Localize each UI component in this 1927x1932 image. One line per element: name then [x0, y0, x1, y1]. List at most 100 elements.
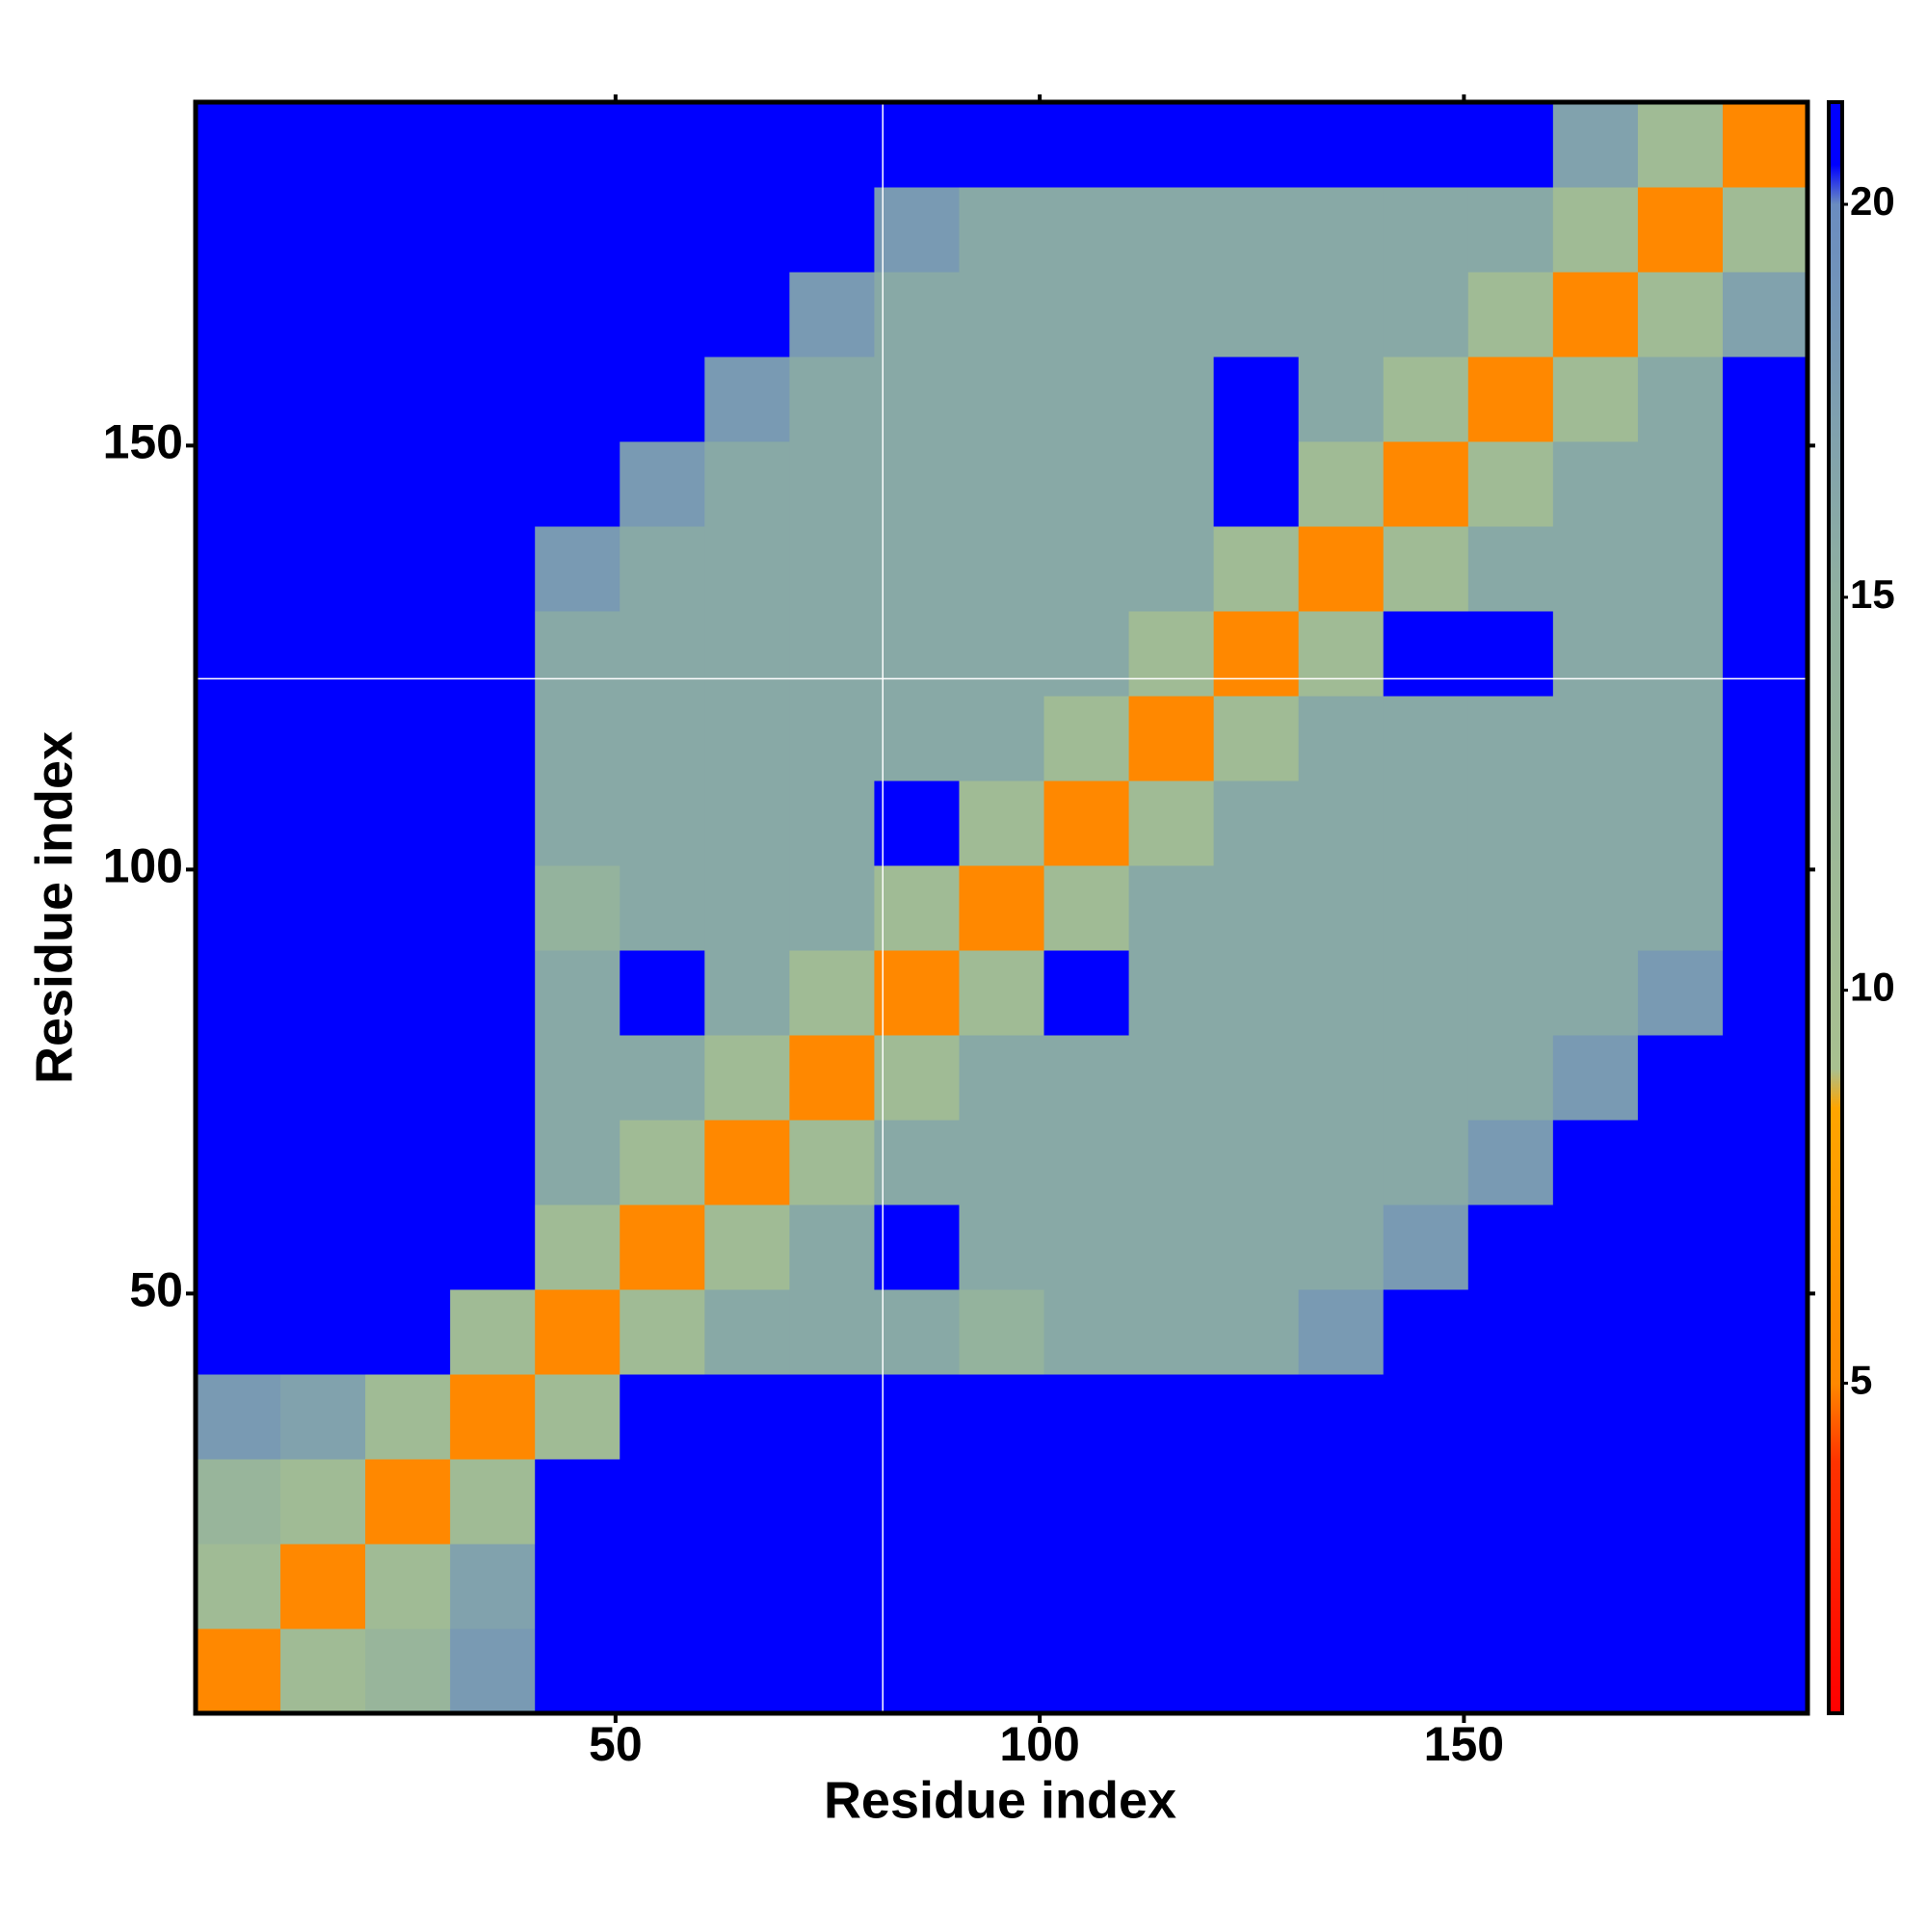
- heatmap-cell: [1298, 865, 1385, 951]
- heatmap-cell: [1722, 865, 1808, 951]
- heatmap-cell: [535, 781, 620, 866]
- heatmap-cell: [1383, 1459, 1469, 1545]
- heatmap-cell: [280, 1628, 366, 1714]
- heatmap-cell: [1213, 1374, 1300, 1460]
- heatmap-cell: [789, 696, 875, 781]
- heatmap-cell: [620, 187, 705, 273]
- heatmap-cell: [1552, 102, 1639, 188]
- heatmap-cell: [1128, 526, 1215, 612]
- heatmap-cell: [704, 441, 790, 527]
- heatmap-cell: [1043, 526, 1130, 612]
- heatmap-cell: [789, 1204, 875, 1290]
- x-tick-label: 100: [999, 1717, 1079, 1771]
- heatmap-cell: [1467, 696, 1554, 781]
- heatmap-cell: [1383, 526, 1469, 612]
- heatmap-cell: [1637, 1544, 1724, 1629]
- heatmap-cell: [1213, 357, 1300, 442]
- heatmap-cell: [1552, 611, 1639, 697]
- heatmap-cell: [1722, 1035, 1808, 1121]
- heatmap-cell: [1213, 102, 1300, 188]
- heatmap-cell: [535, 1204, 620, 1290]
- heatmap-cell: [704, 611, 790, 697]
- heatmap-cell: [620, 1120, 705, 1205]
- heatmap-cell: [365, 611, 451, 697]
- heatmap-cell: [1722, 1374, 1808, 1460]
- heatmap-cell: [620, 1204, 705, 1290]
- heatmap-cell: [1213, 781, 1300, 866]
- heatmap-cell: [1128, 1289, 1215, 1375]
- heatmap-cell: [1722, 526, 1808, 612]
- heatmap-cell: [1383, 611, 1469, 697]
- heatmap-cell: [1298, 1120, 1385, 1205]
- heatmap-cell: [196, 1035, 281, 1121]
- heatmap-cell: [365, 1289, 451, 1375]
- heatmap-cell: [1043, 1374, 1130, 1460]
- heatmap-cell: [535, 272, 620, 357]
- heatmap-cell: [874, 950, 960, 1036]
- heatmap-cell: [1043, 1035, 1130, 1121]
- heatmap-cell: [535, 1120, 620, 1205]
- heatmap-cell: [874, 1374, 960, 1460]
- heatmap-cell: [1298, 696, 1385, 781]
- heatmap-cell: [1467, 1459, 1554, 1545]
- heatmap-cell: [535, 526, 620, 612]
- heatmap-cell: [1043, 1120, 1130, 1205]
- heatmap-cell: [1383, 1628, 1469, 1714]
- heatmap-cell: [196, 1628, 281, 1714]
- heatmap-cell: [959, 1120, 1045, 1205]
- heatmap-cell: [1637, 1374, 1724, 1460]
- heatmap-cell: [1043, 272, 1130, 357]
- heatmap-cell: [620, 1289, 705, 1375]
- heatmap-cell: [1298, 1459, 1385, 1545]
- heatmap-cell: [450, 611, 536, 697]
- heatmap-cell: [1383, 1289, 1469, 1375]
- heatmap-cell: [1383, 1374, 1469, 1460]
- heatmap-cell: [1383, 950, 1469, 1036]
- heatmap-cell: [535, 1035, 620, 1121]
- heatmap-cell: [1637, 357, 1724, 442]
- heatmap-cell: [196, 1374, 281, 1460]
- heatmap-cell: [874, 865, 960, 951]
- heatmap-cell: [535, 611, 620, 697]
- heatmap-cell: [1128, 1204, 1215, 1290]
- heatmap-cell: [450, 950, 536, 1036]
- heatmap-cell: [1213, 187, 1300, 273]
- heatmap-cell: [1722, 441, 1808, 527]
- heatmap-cell: [959, 950, 1045, 1036]
- heatmap-cell: [1637, 1459, 1724, 1545]
- heatmap-cell: [1298, 1374, 1385, 1460]
- heatmap-cell: [620, 1544, 705, 1629]
- heatmap-cell: [365, 1204, 451, 1290]
- heatmap-cell: [1043, 1289, 1130, 1375]
- heatmap-cell: [704, 272, 790, 357]
- heatmap-cell: [1383, 1544, 1469, 1629]
- heatmap-cell: [1298, 102, 1385, 188]
- heatmap-cell: [620, 950, 705, 1036]
- heatmap-cell: [1637, 696, 1724, 781]
- heatmap-cell: [365, 526, 451, 612]
- heatmap-cell: [196, 950, 281, 1036]
- heatmap-cell: [1383, 1035, 1469, 1121]
- heatmap-cell: [1552, 950, 1639, 1036]
- heatmap-cell: [959, 696, 1045, 781]
- heatmap-cell: [620, 102, 705, 188]
- heatmap-cell: [704, 1204, 790, 1290]
- heatmap-cell: [959, 187, 1045, 273]
- heatmap-cell: [365, 187, 451, 273]
- heatmap-cell: [1467, 187, 1554, 273]
- heatmap-cell: [620, 611, 705, 697]
- heatmap-cell: [196, 611, 281, 697]
- heatmap-cell: [1128, 1374, 1215, 1460]
- heatmap-cell: [1298, 1289, 1385, 1375]
- heatmap-cell: [535, 357, 620, 442]
- heatmap-cell: [1043, 1204, 1130, 1290]
- heatmap-cell: [1722, 611, 1808, 697]
- heatmap-cell: [620, 781, 705, 866]
- heatmap-cell: [704, 865, 790, 951]
- heatmap-cell: [1383, 357, 1469, 442]
- heatmap-cell: [874, 1459, 960, 1545]
- heatmap-cell: [1637, 1289, 1724, 1375]
- heatmap-cell: [1043, 441, 1130, 527]
- heatmap-cell: [959, 1035, 1045, 1121]
- heatmap-cell: [874, 1035, 960, 1121]
